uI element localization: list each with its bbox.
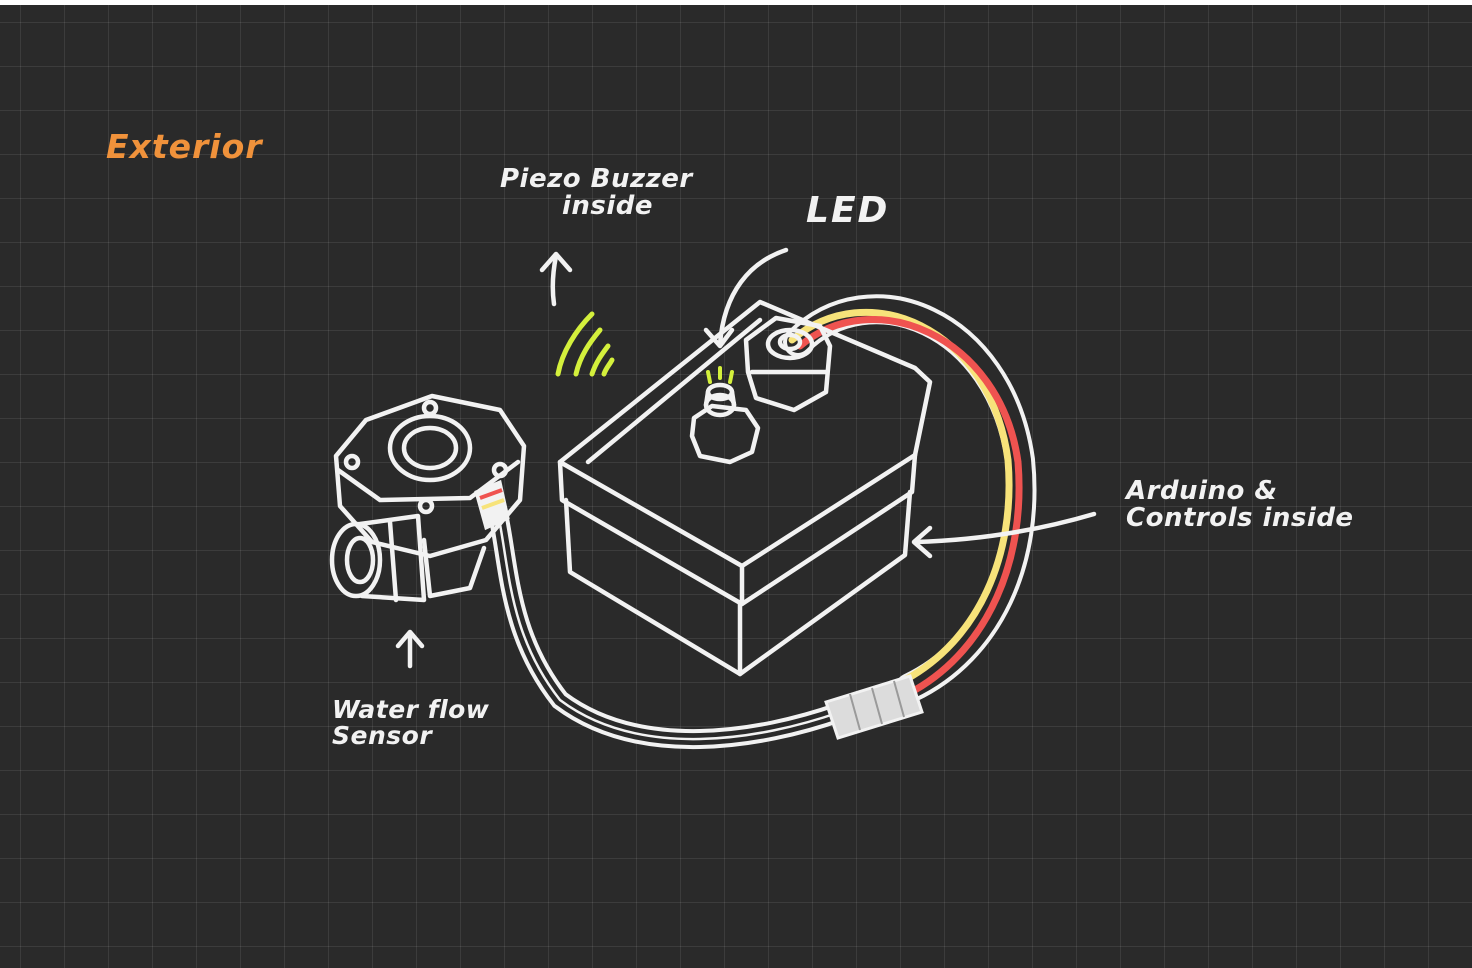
arduino-label-line1: Arduino &	[1126, 476, 1278, 506]
led-arrow	[703, 247, 789, 349]
sound-waves-icon	[555, 311, 615, 377]
push-button	[689, 382, 761, 465]
arduino-label-line2: Controls inside	[1126, 503, 1354, 534]
arduino-label: Arduino & Controls inside	[1126, 476, 1354, 534]
piezo-buzzer-label: Piezo Buzzer inside	[500, 164, 693, 222]
top-edge-strip	[0, 0, 1472, 5]
piezo-label-line1: Piezo Buzzer	[500, 164, 693, 194]
arduino-arrow	[911, 511, 1097, 559]
controller-enclosure	[557, 299, 933, 677]
led-holder	[743, 315, 833, 413]
led-label: LED	[806, 190, 890, 231]
water-flow-sensor-label: Water flow Sensor	[332, 695, 490, 751]
sensor-arrow	[395, 629, 425, 669]
sensor-label-line1: Water flow	[332, 695, 490, 724]
led-glow-icon	[706, 366, 734, 384]
piezo-label-line2: inside	[562, 191, 654, 222]
cable-connector	[824, 674, 924, 740]
controller-cable	[783, 294, 1037, 703]
diagram-title: Exterior	[106, 127, 263, 166]
sensor-label-line2: Sensor	[332, 721, 433, 751]
piezo-arrow	[539, 251, 573, 307]
sensor-cable	[485, 490, 850, 749]
water-flow-sensor	[329, 393, 527, 603]
